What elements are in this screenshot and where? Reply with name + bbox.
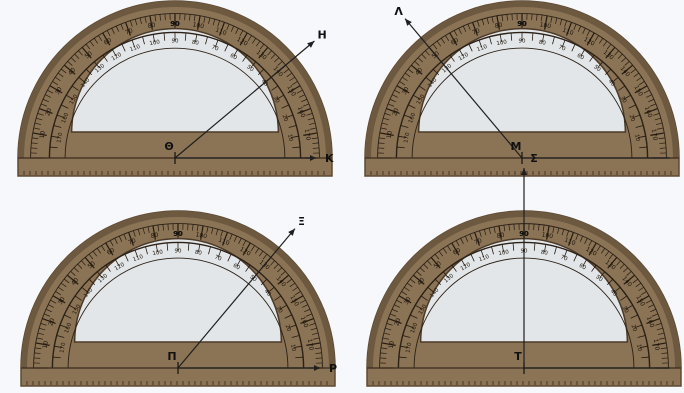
scale-number-inner: 90: [175, 249, 182, 255]
scale-top-label: 90: [517, 20, 527, 28]
protractor-panel: 1020304050607080901001101201301401501601…: [367, 152, 681, 386]
scale-top-label: 90: [173, 230, 183, 238]
vertex-label: Μ: [511, 140, 522, 153]
protractor-panel: 1020304050607080901001101201301401501601…: [21, 211, 337, 386]
scale-top-label: 90: [519, 230, 529, 238]
arm-label: Λ: [394, 5, 403, 18]
scale-number-outer: 80: [496, 232, 505, 240]
scale-number-outer: 10: [42, 340, 50, 349]
scale-number-outer: 80: [150, 232, 159, 240]
scale-top-label: 90: [170, 20, 180, 28]
scale-number-inner: 90: [519, 39, 526, 45]
scale-number-outer: 80: [147, 22, 156, 30]
scale-number-inner: 90: [172, 39, 179, 45]
scale-number-outer: 80: [494, 22, 503, 30]
vertex-label: Θ: [164, 140, 173, 153]
scale-number-outer: 10: [39, 130, 47, 139]
arm-label: Σ: [530, 152, 538, 165]
arm-label: Ξ: [298, 215, 305, 228]
protractor-panel: 1020304050607080901001101201301401501601…: [365, 1, 679, 176]
vertex-label: Τ: [514, 350, 522, 363]
scale-number-outer: 10: [386, 130, 394, 139]
arm-label: Η: [317, 29, 326, 42]
vertex-label: Π: [167, 350, 176, 363]
scale-number-outer: 10: [388, 340, 396, 349]
ray-label: Ρ: [329, 362, 337, 375]
protractor-panel: 1020304050607080901001101201301401501601…: [18, 1, 334, 176]
ray-label: Κ: [325, 152, 334, 165]
